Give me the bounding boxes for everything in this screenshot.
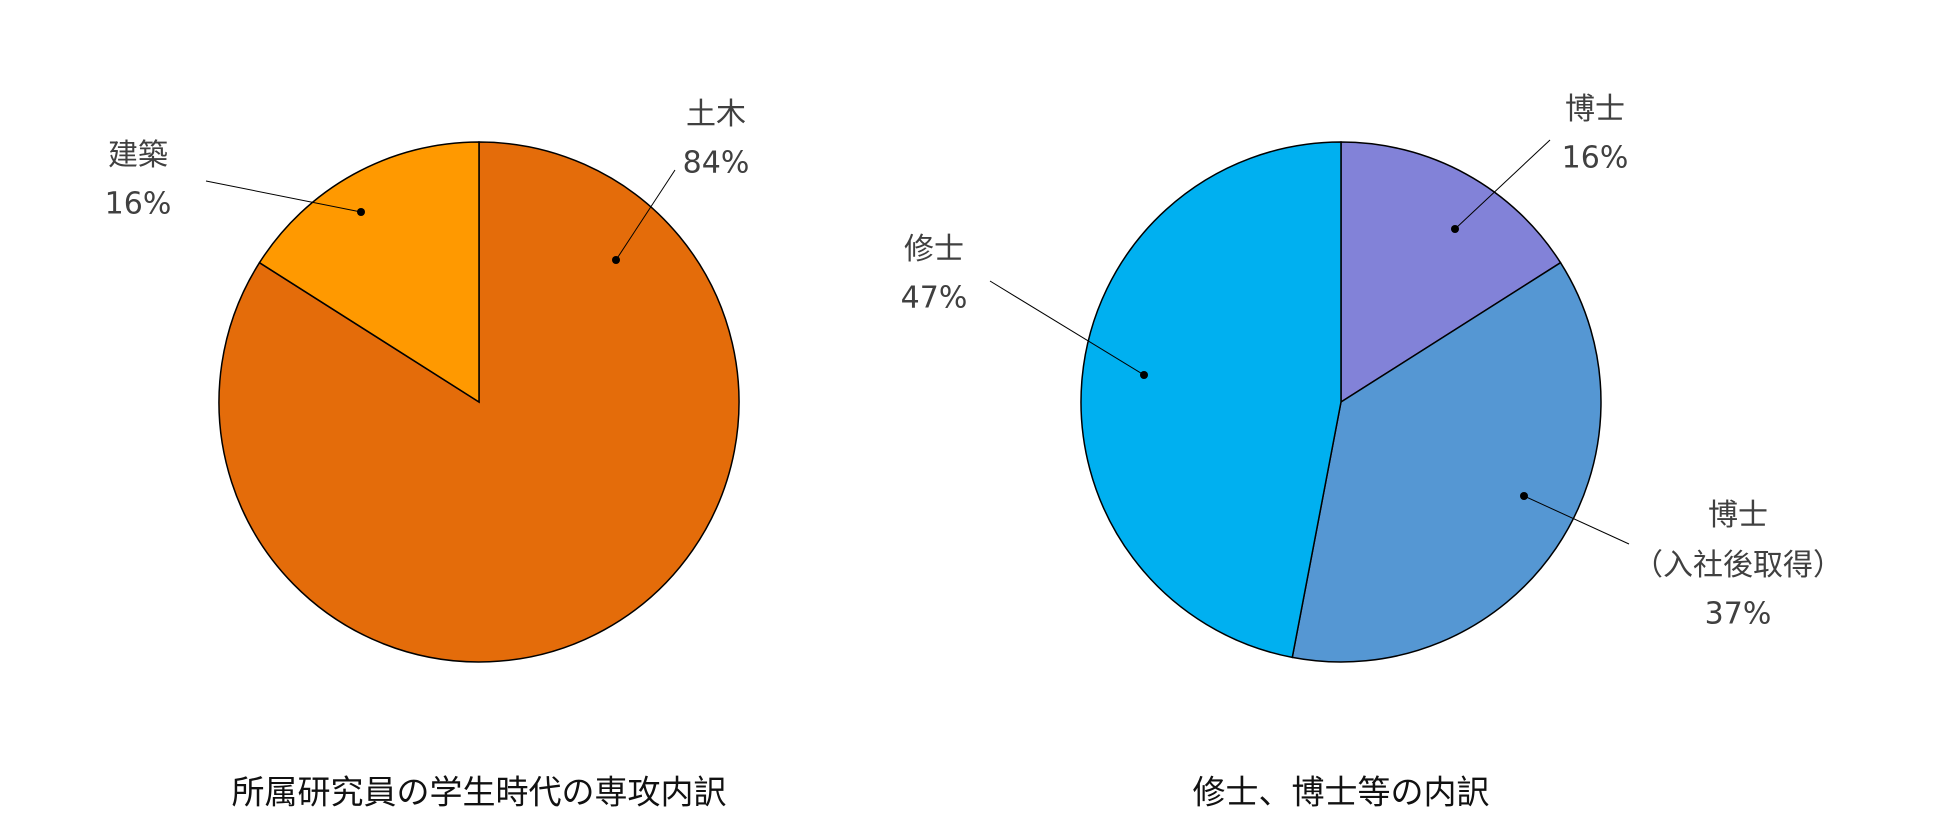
pie-slice [1340, 141, 1562, 404]
pie-slice [218, 141, 740, 663]
leader-dot [612, 256, 620, 264]
pie-slice [1080, 141, 1342, 659]
value-label: 37% [1705, 597, 1772, 632]
category-label: 修士 [904, 232, 964, 267]
value-label: 16% [105, 187, 172, 222]
pie-slice [258, 141, 480, 404]
category-label: 博士 [1565, 92, 1625, 127]
leader-line [615, 169, 676, 261]
category-label: 土木 [686, 97, 746, 132]
pie-slice [1291, 261, 1602, 663]
leader-dot [1140, 371, 1148, 379]
value-label: 16% [1562, 141, 1629, 176]
value-label: 47% [901, 281, 968, 316]
leader-line [989, 280, 1145, 376]
chart-title: 所属研究員の学生時代の専攻内訳 [232, 773, 727, 812]
chart-title: 修士、博士等の内訳 [1193, 773, 1490, 812]
leader-line [205, 180, 362, 213]
value-label: 84% [683, 146, 750, 181]
category-label: 博士（入社後取得） [1633, 498, 1843, 583]
leader-line [1523, 495, 1630, 545]
leader-dot [1451, 225, 1459, 233]
leader-dot [357, 208, 365, 216]
leader-line [1454, 139, 1551, 230]
category-label: 建築 [108, 138, 168, 173]
leader-dot [1520, 492, 1528, 500]
